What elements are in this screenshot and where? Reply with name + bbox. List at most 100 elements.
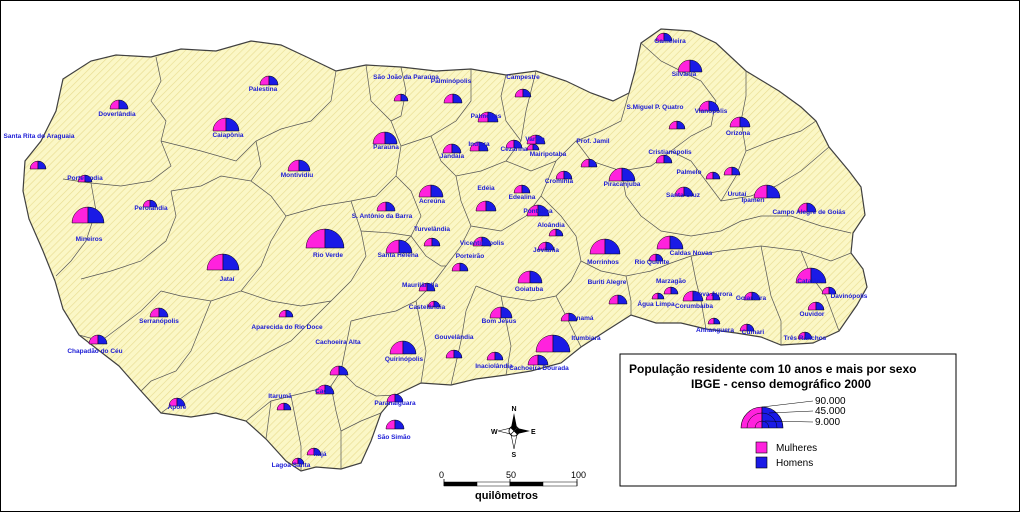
pie-porteirao — [451, 262, 469, 272]
pie-slice-homens — [500, 306, 513, 319]
pie-slice-homens — [683, 186, 694, 197]
pie-slice-homens — [459, 262, 469, 272]
pie-slice-homens — [478, 141, 489, 152]
pie-sao-joao-da-parauna — [393, 93, 409, 102]
pie-palmelo — [705, 171, 721, 180]
municipality-labels: Gameleira Silvânia Vianópolis S.Miguel P. Q… — [4, 38, 868, 469]
pie-slice-homens — [494, 351, 504, 361]
pie-gameleira — [655, 32, 673, 42]
pie-slice-homens — [739, 116, 751, 128]
north-label-n: N — [512, 406, 517, 413]
pie-slice-homens — [394, 393, 404, 403]
pie-anhanguera — [707, 317, 721, 325]
label-santa-rita-do-araguaia: Santa Rita do Araguaia — [4, 133, 75, 140]
label-varjao: Varjão — [525, 136, 545, 143]
pie-rio-verde — [305, 228, 345, 249]
pie-ouvidor — [807, 301, 825, 311]
pie-itumbiara — [535, 334, 571, 353]
pie-paranaiguara — [386, 393, 404, 403]
label-cristianopolis: Cristianópolis — [648, 149, 692, 156]
pie-varjao — [526, 143, 540, 151]
label-rio-quente: Rio Quente — [635, 259, 670, 266]
pie-perolandia — [142, 199, 158, 208]
label-itaja: Itajá — [313, 451, 326, 458]
pie-slice-homens — [670, 286, 679, 295]
pie-pontalina — [526, 204, 550, 217]
label-cezarina: Cezarina — [500, 146, 527, 153]
pie-acreuna — [418, 184, 444, 198]
label-edeia: Edéia — [477, 185, 495, 192]
pie-rio-quente — [648, 253, 664, 262]
pie-itaruma — [276, 402, 292, 411]
legend-swatch-homens — [755, 456, 768, 469]
label-mineiros: Mineiros — [76, 236, 103, 243]
label-crominia: Cromínia — [545, 178, 574, 185]
label-morrinhos: Morrinhos — [587, 259, 619, 266]
pie-slice-homens — [657, 292, 665, 300]
pie-itaja — [306, 447, 322, 456]
label-itumbiara: Itumbiara — [571, 335, 601, 342]
label-porteirao: Porteirão — [456, 253, 485, 260]
pie-slice-homens — [731, 166, 741, 176]
pie-slice-homens — [669, 235, 684, 250]
label-sao-joao-da-parauna: São João da Paraúna — [373, 74, 439, 81]
pie-slice-homens — [97, 334, 108, 345]
pie-mairipotaba — [526, 134, 546, 145]
pie-slice-homens — [529, 270, 543, 284]
pie-slice-homens — [430, 184, 444, 198]
label-palminopolis: Palminópolis — [431, 78, 472, 85]
pie-slice-homens — [176, 397, 186, 407]
pie-slice-homens — [426, 282, 436, 292]
pie-slice-homens — [604, 238, 621, 255]
pie-slice-homens — [751, 291, 761, 301]
label-silvania: Silvânia — [672, 71, 697, 78]
label-catalao: Catalão — [797, 278, 821, 285]
label-corumbaiba: Corumbaíba — [675, 303, 713, 310]
pie-aloandia — [548, 228, 564, 237]
pie-slice-homens — [810, 267, 827, 284]
pie-goiandira — [743, 291, 761, 301]
pie-slice-homens — [692, 290, 704, 302]
pie-slice-homens — [84, 174, 93, 183]
pie-aparecida-do-rio-doce — [278, 309, 294, 318]
label-panama: Panamá — [569, 315, 594, 322]
label-edealina: Edealina — [509, 194, 536, 201]
label-mairipotaba: Mairipotaba — [530, 151, 567, 158]
pie-slice-homens — [815, 301, 825, 311]
label-ipameri: Ipameri — [741, 197, 764, 204]
label-quirinopolis: Quirinópolis — [385, 356, 424, 363]
label-santa-helena: Santa Helena — [378, 252, 419, 259]
pie-slice-homens — [806, 202, 817, 213]
pie-slice-homens — [563, 170, 573, 180]
pie-slice-homens — [621, 167, 636, 182]
label-perolandia: Perolândia — [134, 205, 168, 212]
pie-bom-jesus — [489, 306, 513, 319]
pie-slice-homens — [400, 93, 409, 102]
pie-cumari — [739, 323, 755, 332]
pie-buriti-alegre — [608, 294, 628, 305]
label-chapadao-do-ceu: Chapadão do Céu — [67, 348, 122, 355]
label-jandaia: Jandaia — [440, 153, 465, 160]
label-rio-verde: Rio Verde — [313, 252, 343, 259]
pie-slice-homens — [712, 292, 721, 301]
pie-nova-aurora — [705, 292, 721, 301]
pie-santa-cruz — [674, 186, 694, 197]
pie-palmeiras — [477, 111, 499, 123]
pie-edeia — [475, 200, 497, 212]
label-aloandia: Aloândia — [537, 222, 565, 229]
label-inaciolandia: Inaciolândia — [475, 363, 513, 370]
pie-santa-rita-do-araguaia — [29, 160, 47, 170]
pie-slice-homens — [481, 236, 492, 247]
label-nova-aurora: Nova Aurora — [694, 291, 733, 298]
pie-corumbaiba — [682, 290, 704, 302]
pie-indiara — [469, 141, 489, 152]
pie-slice-homens — [433, 300, 441, 308]
label-campo-alegre-de-goias: Campo Alegre de Goiás — [772, 209, 845, 216]
pie-maurilandia — [418, 282, 436, 292]
label-vianopolis: Vianópolis — [695, 108, 728, 115]
pie-s-antonio-da-barra — [376, 201, 396, 212]
label-cacu: Caçu — [315, 388, 331, 395]
pie-slice-homens — [394, 419, 405, 430]
pie-vianopolis — [698, 100, 720, 112]
pie-campestre — [514, 88, 532, 98]
